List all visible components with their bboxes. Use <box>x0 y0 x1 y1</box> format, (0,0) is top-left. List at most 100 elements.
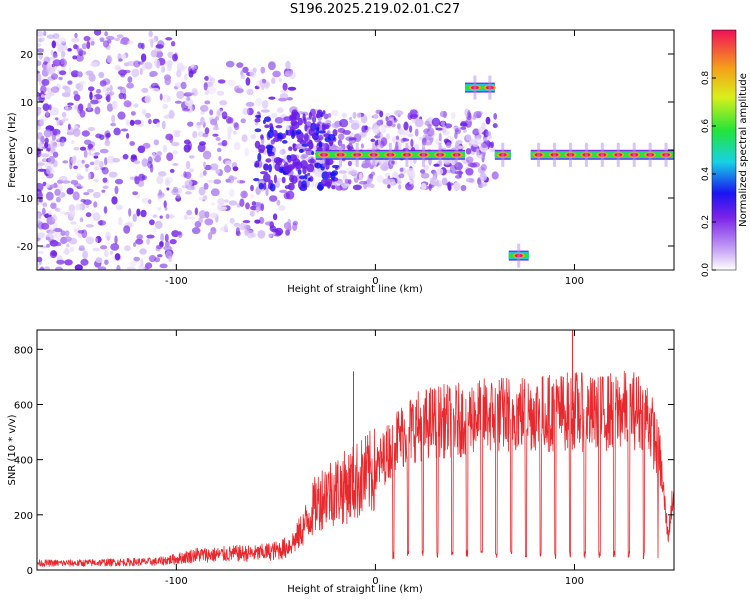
spectrogram-speckle <box>85 236 95 245</box>
spectrogram-speckle <box>475 148 480 157</box>
spectrogram-speckle <box>185 160 191 170</box>
spectrogram-speckle <box>489 148 497 153</box>
spectrogram-speckle <box>170 41 176 47</box>
spectrogram-speckle <box>73 44 78 50</box>
spectrogram-speckle <box>50 49 54 56</box>
spectrogram-speckle <box>61 111 67 118</box>
spectrogram-speckle <box>63 236 72 243</box>
spectrogram-speckle <box>38 141 44 150</box>
spectrogram-speckle <box>52 53 58 59</box>
spectrogram-core-blob <box>267 129 274 139</box>
spectrogram-speckle <box>46 165 52 175</box>
spectrogram-speckle <box>49 107 59 116</box>
spectrogram-speckle <box>342 174 348 181</box>
spectrogram-speckle <box>80 258 89 266</box>
spectrogram-speckle <box>150 39 154 48</box>
spectrogram-speckle <box>106 87 110 92</box>
colorbar-tick-label: 0.6 <box>701 119 711 134</box>
spectrogram-speckle <box>161 120 166 130</box>
spectrogram-speckle <box>40 153 50 158</box>
spectrogram-speckle <box>203 182 209 190</box>
spectrogram-speckle <box>204 100 211 105</box>
spectrogram-speckle <box>380 137 388 147</box>
spectrogram-speckle <box>350 122 360 130</box>
spectrogram-speckle <box>95 257 103 264</box>
spectrogram-speckle <box>164 207 168 211</box>
spectrogram-speckle <box>167 51 174 59</box>
spectrogram-speckle <box>393 109 403 116</box>
spectrogram-speckle <box>409 125 413 133</box>
spectrogram-speckle <box>368 173 374 179</box>
spectrogram-core-blob <box>282 133 287 139</box>
spectrogram-speckle <box>365 179 372 188</box>
spectrogram-speckle <box>235 227 240 236</box>
spectrogram-core-blob <box>311 151 315 155</box>
spectrogram-speckle <box>242 66 249 74</box>
spectrogram-speckle <box>115 204 123 211</box>
spectrogram-speckle <box>114 253 121 261</box>
spectrogram-speckle <box>283 192 290 200</box>
spectrogram-speckle <box>270 112 278 119</box>
spectrogram-speckle <box>217 79 226 84</box>
spectrogram-speckle <box>136 234 143 240</box>
snr-xtick-label: 0 <box>372 576 378 587</box>
spectrogram-speckle <box>361 160 370 169</box>
spectrogram-speckle <box>148 118 152 125</box>
spectrogram-speckle <box>41 207 46 216</box>
spectrogram-speckle <box>307 158 316 164</box>
tone-streak <box>553 142 557 167</box>
spectrogram-speckle <box>441 177 448 186</box>
spectrogram-speckle <box>221 140 228 147</box>
spectrogram-core-blob <box>331 164 340 169</box>
spectrogram-speckle <box>48 104 52 111</box>
spectrogram-speckle <box>162 94 170 103</box>
spectrogram-core-blob <box>295 129 302 135</box>
spectrogram-speckle <box>207 232 213 240</box>
spectrogram-speckle <box>93 159 101 166</box>
spectrogram-speckle <box>232 130 237 135</box>
spectrogram-speckle <box>244 147 250 157</box>
spectrogram-speckle <box>37 42 42 47</box>
spectrogram-speckle <box>379 110 384 118</box>
colorbar-label: Normalized spectral amplitude <box>738 73 749 227</box>
spectrogram-speckle <box>133 242 137 248</box>
spectrogram-speckle <box>217 198 225 205</box>
spectrogram-speckle <box>172 163 179 166</box>
spectrogram-core-blob <box>308 127 315 137</box>
spectrogram-speckle <box>46 62 52 69</box>
spectrogram-speckle <box>285 60 291 70</box>
spectrogram-speckle <box>370 138 376 143</box>
spectrogram-speckle <box>60 119 66 124</box>
spectrogram-speckle <box>336 180 344 185</box>
spectrogram-speckle <box>428 183 432 191</box>
spectrogram-speckle <box>157 194 163 200</box>
spectrogram-speckle <box>420 172 430 179</box>
spectrogram-speckle <box>360 143 364 149</box>
spectrogram-speckle <box>127 40 134 45</box>
spectrogram-speckle <box>285 229 290 236</box>
spectrogram-speckle <box>209 109 214 116</box>
spectrogram-speckle <box>446 142 452 149</box>
spectrogram-speckle <box>152 152 156 159</box>
spectrogram-speckle <box>133 256 140 262</box>
spectrogram-speckle <box>399 167 404 172</box>
snr-frame <box>36 329 675 571</box>
spectrogram-speckle <box>140 209 147 218</box>
snr-panel: -100 0 100 0 200 400 600 800 Height of straight… <box>7 329 675 595</box>
spectrogram-speckle <box>249 210 255 217</box>
spectrogram-core-blob <box>260 134 264 140</box>
spectrogram-speckle <box>126 266 136 270</box>
spectrogram-speckle <box>40 37 45 42</box>
spectrogram-speckle <box>192 131 198 139</box>
spectrogram-speckle <box>198 210 207 219</box>
spectrogram-speckle <box>280 89 289 94</box>
spectrogram-speckle <box>90 61 99 68</box>
spectrogram-speckle <box>382 178 391 185</box>
spectrogram-speckle <box>224 199 229 203</box>
spectrogram-speckle <box>51 73 58 80</box>
spectrogram-speckle <box>68 67 72 75</box>
spectrogram-core-blob <box>257 152 262 162</box>
spectrogram-speckle <box>52 59 62 67</box>
spectrogram-speckle <box>424 134 432 141</box>
